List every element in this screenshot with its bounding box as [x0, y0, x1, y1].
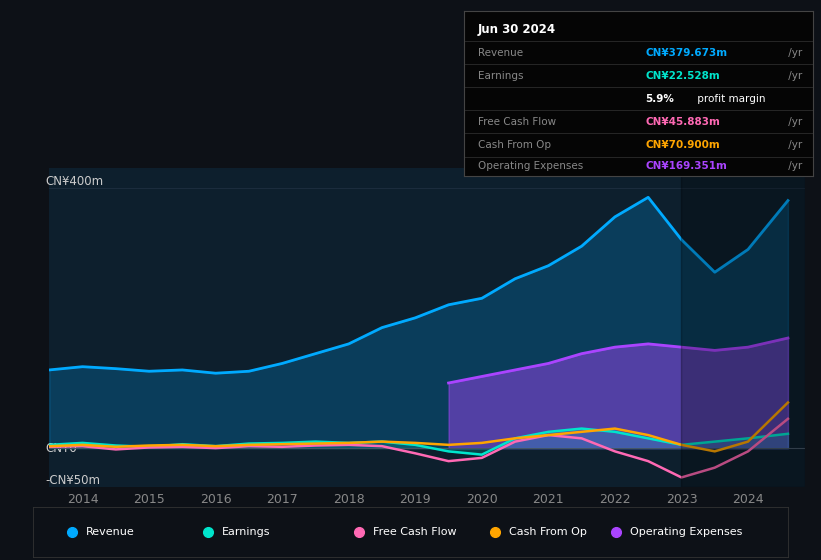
- Text: Cash From Op: Cash From Op: [509, 527, 586, 537]
- Text: /yr: /yr: [785, 140, 802, 150]
- Text: Operating Expenses: Operating Expenses: [478, 161, 583, 171]
- Text: Earnings: Earnings: [478, 71, 523, 81]
- Bar: [681, 168, 805, 487]
- Text: CN¥400m: CN¥400m: [45, 175, 103, 188]
- Text: Free Cash Flow: Free Cash Flow: [373, 527, 456, 537]
- Text: CN¥0: CN¥0: [45, 442, 77, 455]
- Text: Revenue: Revenue: [478, 48, 523, 58]
- Text: CN¥169.351m: CN¥169.351m: [645, 161, 727, 171]
- Text: Jun 30 2024: Jun 30 2024: [478, 23, 556, 36]
- Text: Cash From Op: Cash From Op: [478, 140, 551, 150]
- Text: /yr: /yr: [785, 48, 802, 58]
- Text: /yr: /yr: [785, 161, 802, 171]
- Text: Free Cash Flow: Free Cash Flow: [478, 117, 556, 127]
- Text: CN¥45.883m: CN¥45.883m: [645, 117, 720, 127]
- Text: Earnings: Earnings: [222, 527, 270, 537]
- Text: profit margin: profit margin: [695, 94, 766, 104]
- Text: -CN¥50m: -CN¥50m: [45, 474, 100, 487]
- Text: CN¥70.900m: CN¥70.900m: [645, 140, 720, 150]
- Text: 5.9%: 5.9%: [645, 94, 674, 104]
- Text: Operating Expenses: Operating Expenses: [630, 527, 742, 537]
- Text: CN¥379.673m: CN¥379.673m: [645, 48, 727, 58]
- Text: Revenue: Revenue: [85, 527, 135, 537]
- Text: /yr: /yr: [785, 71, 802, 81]
- Text: /yr: /yr: [785, 117, 802, 127]
- Text: CN¥22.528m: CN¥22.528m: [645, 71, 720, 81]
